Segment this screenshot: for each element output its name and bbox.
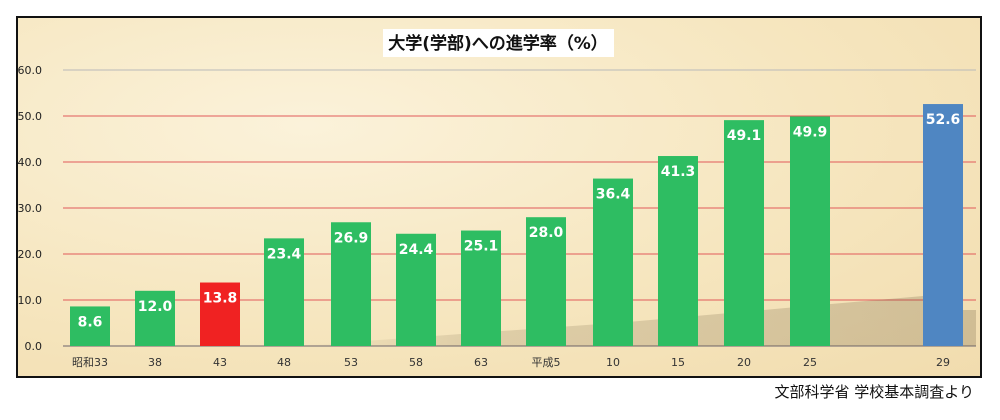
x-tick-label: 平成5: [532, 356, 561, 369]
bar-chart: 0.0 10.0 20.0 30.0 40.0 50.0 60.0 8.6 昭和33 12.0 3…: [18, 29, 976, 369]
bar: [331, 222, 371, 346]
bar-value-label: 26.9: [334, 230, 369, 246]
x-tick-label: 63: [474, 356, 488, 369]
bar-value-label: 25.1: [464, 239, 499, 255]
bar: [790, 116, 830, 347]
y-tick-label: 30.0: [18, 202, 42, 215]
bar: [135, 290, 175, 346]
bar: [593, 178, 633, 346]
x-tick-label: 20: [737, 356, 751, 369]
x-tick-label: 43: [213, 356, 227, 369]
x-tick-label: 昭和33: [72, 356, 108, 369]
bar-value-label: 49.9: [793, 124, 828, 140]
chart-title-box: [383, 29, 614, 57]
bar-value-label: 13.8: [203, 291, 238, 307]
bar-value-label: 36.4: [596, 187, 631, 203]
y-tick-label: 10.0: [18, 294, 42, 307]
x-tick-label: 58: [409, 356, 423, 369]
y-tick-label: 20.0: [18, 248, 42, 261]
chart-frame: 0.0 10.0 20.0 30.0 40.0 50.0 60.0 8.6 昭和33 12.0 3…: [16, 16, 982, 378]
y-tick-label: 40.0: [18, 156, 42, 169]
x-tick-label: 10: [606, 356, 620, 369]
bar-value-label: 28.0: [529, 225, 564, 241]
bar: [724, 120, 764, 346]
bar: [200, 282, 240, 346]
bar-value-label: 52.6: [926, 112, 961, 128]
chart-title: 大学(学部)への進学率（%）: [388, 33, 608, 54]
bar-value-label: 23.4: [267, 246, 302, 262]
x-tick-label: 15: [671, 356, 685, 369]
bar: [461, 230, 501, 346]
bar-value-label: 24.4: [399, 242, 434, 258]
bar: [658, 156, 698, 346]
bar: [396, 233, 436, 346]
bar-value-label: 12.0: [138, 299, 173, 315]
y-tick-label: 0.0: [25, 340, 43, 353]
bar-value-label: 49.1: [727, 128, 762, 144]
x-tick-label: 38: [148, 356, 162, 369]
bar: [923, 104, 963, 346]
x-tick-label: 48: [277, 356, 291, 369]
bar-value-label: 41.3: [661, 164, 696, 180]
bar: [70, 306, 110, 346]
bar: [264, 238, 304, 346]
source-note: 文部科学省 学校基本調査より: [774, 383, 974, 401]
y-tick-label: 50.0: [18, 110, 42, 123]
x-tick-label: 25: [803, 356, 817, 369]
y-tick-label: 60.0: [18, 64, 42, 77]
x-tick-label: 29: [936, 356, 950, 369]
bar: [526, 217, 566, 346]
x-tick-label: 53: [344, 356, 358, 369]
bar-value-label: 8.6: [78, 314, 103, 330]
